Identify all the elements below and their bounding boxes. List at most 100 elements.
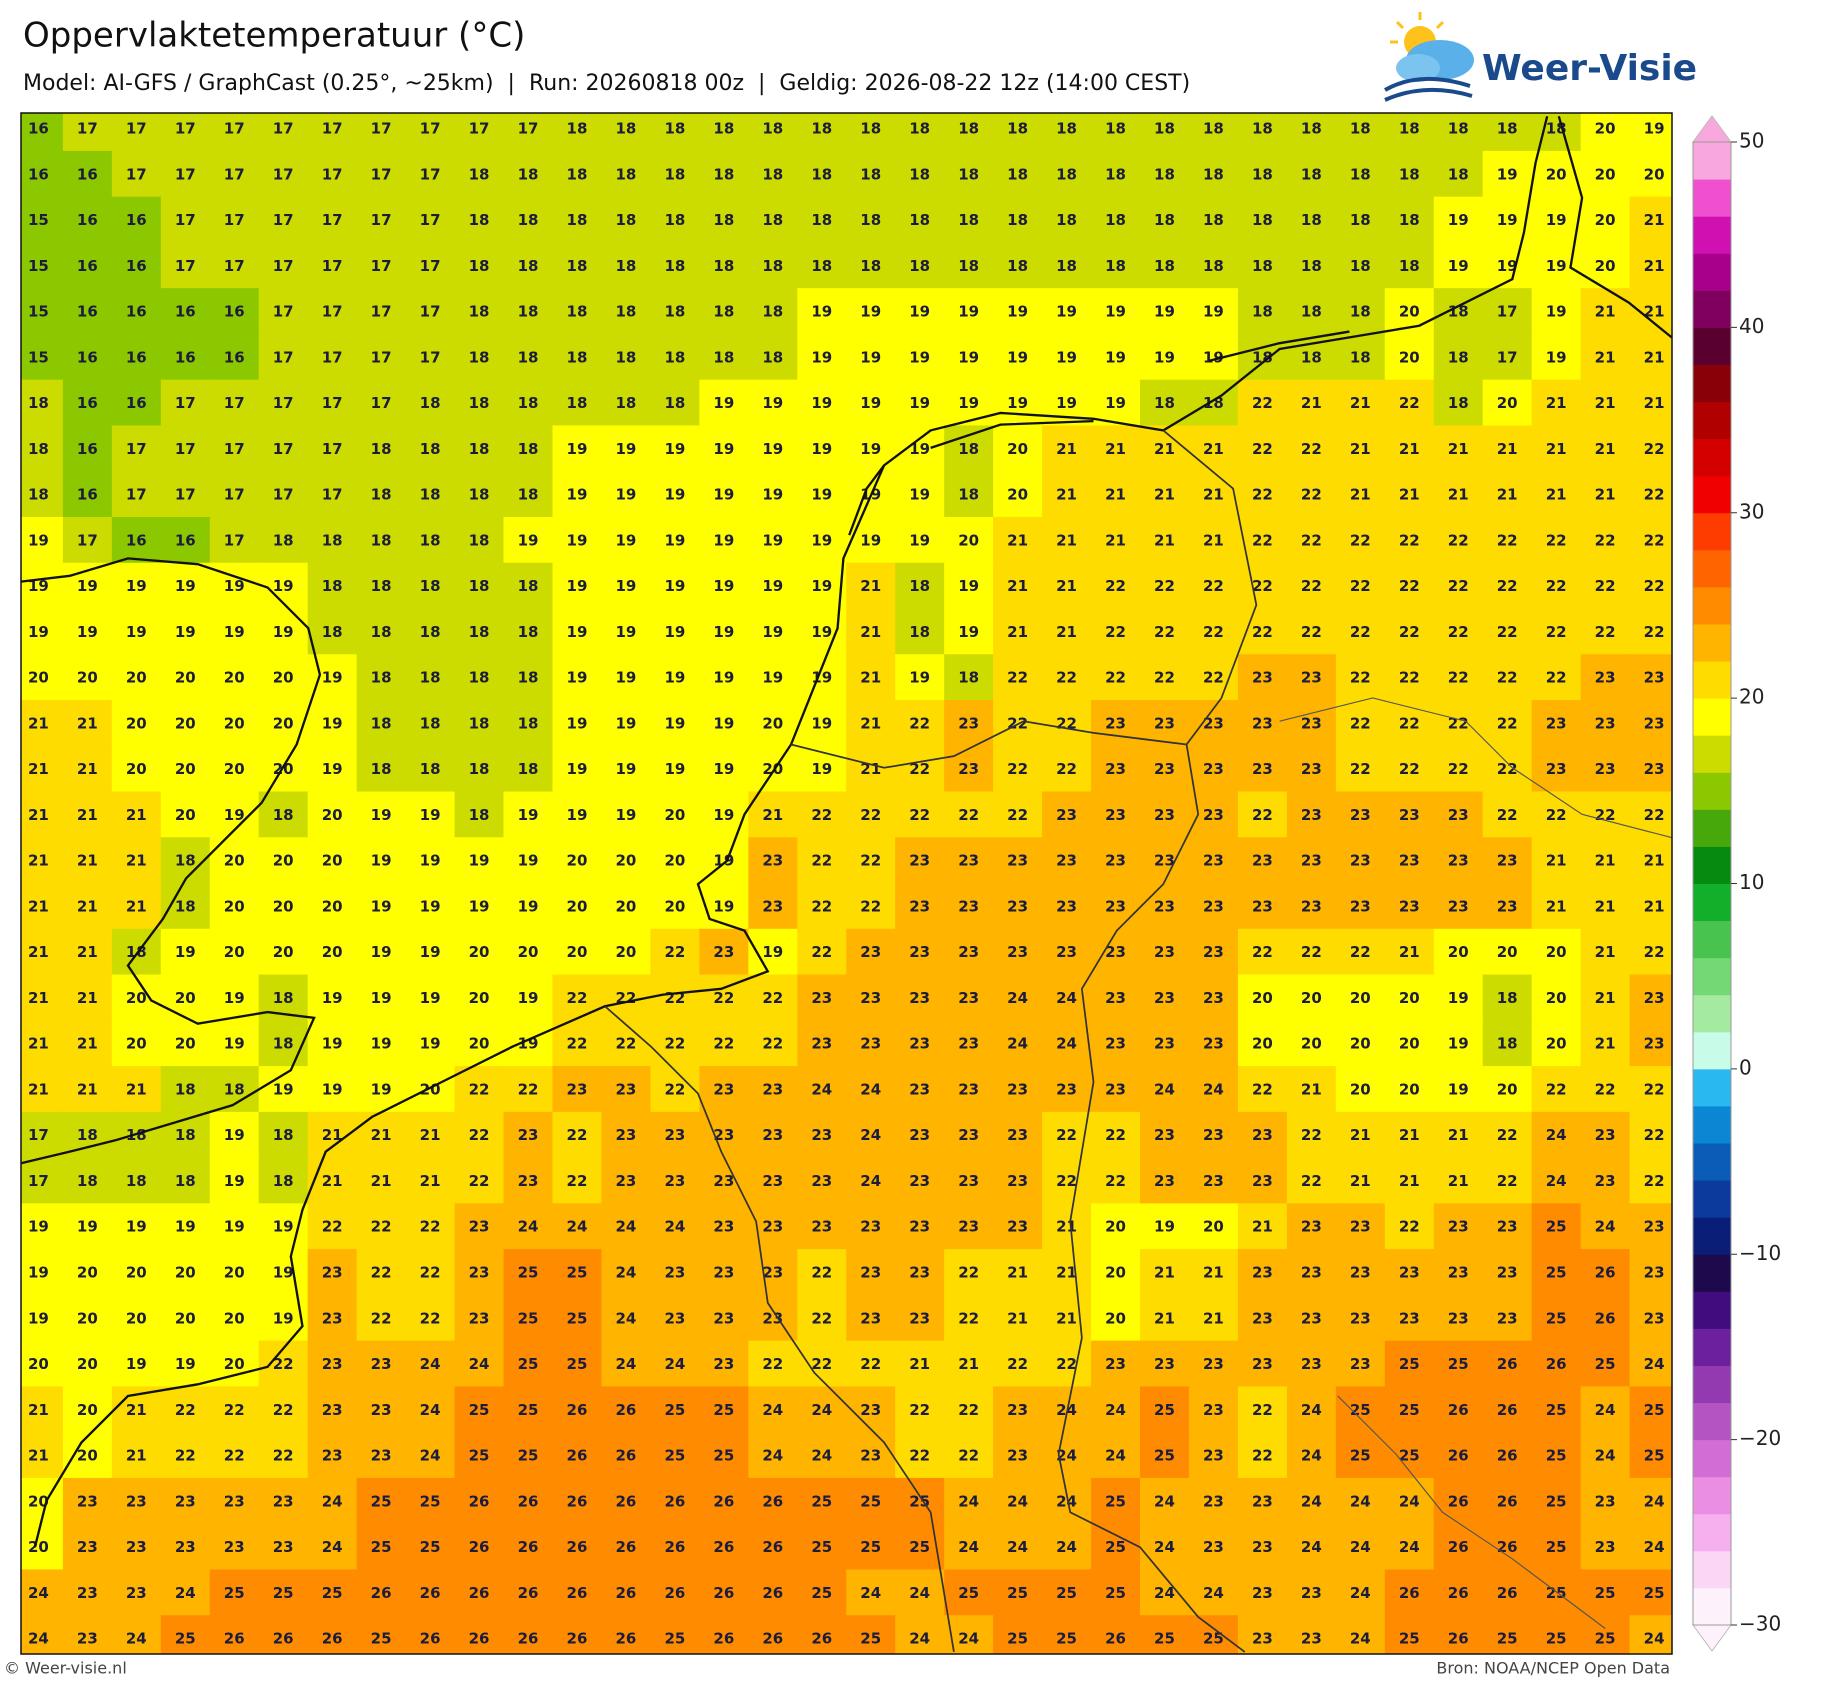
temperature-cell <box>1188 1249 1239 1296</box>
temperature-label: 17 <box>273 486 294 504</box>
temperature-cell <box>944 1386 994 1433</box>
temperature-label: 24 <box>1399 1538 1420 1556</box>
temperature-label: 18 <box>762 165 783 183</box>
temperature-label: 20 <box>224 1264 245 1282</box>
temperature-cell <box>1188 242 1239 289</box>
temperature-label: 15 <box>28 348 49 366</box>
temperature-label: 19 <box>615 806 636 824</box>
temperature-cell <box>552 928 603 976</box>
temperature-label: 19 <box>1105 394 1126 412</box>
temperature-cell <box>1580 1477 1631 1525</box>
temperature-cell <box>1580 1340 1631 1387</box>
temperature-cell <box>601 1203 651 1250</box>
temperature-label: 20 <box>126 1309 147 1327</box>
temperature-label: 23 <box>1595 760 1616 778</box>
temperature-cell <box>503 1066 554 1113</box>
temperature-label: 23 <box>1154 1035 1175 1053</box>
temperature-label: 25 <box>518 1309 539 1327</box>
temperature-cell <box>846 1203 896 1250</box>
temperature-label: 21 <box>371 1126 392 1144</box>
temperature-label: 25 <box>1399 1401 1420 1419</box>
temperature-cell <box>552 745 603 793</box>
temperature-cell <box>650 113 700 152</box>
temperature-cell <box>797 333 847 381</box>
temperature-cell <box>160 1477 211 1525</box>
temperature-cell <box>797 654 847 701</box>
temperature-label: 19 <box>1154 1218 1175 1236</box>
temperature-cell <box>1384 837 1435 884</box>
temperature-label: 23 <box>1301 1584 1322 1602</box>
colorbar-band <box>1693 1291 1731 1329</box>
temperature-label: 21 <box>371 1172 392 1190</box>
temperature-label: 24 <box>811 1080 832 1098</box>
temperature-label: 25 <box>1546 1264 1567 1282</box>
temperature-label: 18 <box>860 165 881 183</box>
temperature-cell <box>503 1157 554 1204</box>
temperature-label: 22 <box>1203 623 1224 641</box>
temperature-label: 19 <box>273 1218 294 1236</box>
temperature-cell <box>1482 883 1533 930</box>
temperature-cell <box>601 928 651 976</box>
temperature-label: 23 <box>1007 1172 1028 1190</box>
temperature-cell <box>1580 1432 1631 1479</box>
temperature-cell <box>797 1203 847 1250</box>
temperature-cell <box>209 1203 260 1250</box>
temperature-cell <box>258 196 309 243</box>
temperature-label: 19 <box>1448 1080 1469 1098</box>
temperature-label: 19 <box>615 669 636 687</box>
temperature-cell <box>454 928 505 976</box>
temperature-label: 24 <box>811 1447 832 1465</box>
temperature-label: 19 <box>713 714 734 732</box>
temperature-label: 21 <box>1007 1309 1028 1327</box>
temperature-cell <box>307 608 358 655</box>
temperature-label: 19 <box>909 669 930 687</box>
temperature-label: 18 <box>1399 211 1420 229</box>
temperature-label: 21 <box>1644 211 1665 229</box>
temperature-cell <box>1286 562 1337 610</box>
temperature-label: 18 <box>909 165 930 183</box>
temperature-cell <box>62 654 113 701</box>
temperature-cell <box>1091 113 1141 152</box>
temperature-cell <box>1237 113 1288 152</box>
temperature-cell <box>895 654 945 701</box>
temperature-label: 23 <box>1252 1264 1273 1282</box>
temperature-label: 18 <box>664 348 685 366</box>
temperature-label: 24 <box>1056 1492 1077 1510</box>
temperature-cell <box>1580 608 1631 655</box>
temperature-label: 18 <box>469 669 490 687</box>
temperature-cell <box>748 654 798 701</box>
temperature-label: 18 <box>713 348 734 366</box>
temperature-label: 22 <box>762 989 783 1007</box>
colorbar-band <box>1693 438 1731 477</box>
temperature-cell <box>258 1477 309 1525</box>
temperature-label: 24 <box>860 1126 881 1144</box>
temperature-cell <box>993 1615 1043 1654</box>
temperature-label: 17 <box>371 257 392 275</box>
temperature-label: 18 <box>1154 211 1175 229</box>
temperature-label: 21 <box>1007 531 1028 549</box>
temperature-label: 23 <box>1203 806 1224 824</box>
temperature-cell <box>1091 1020 1141 1067</box>
temperature-label: 23 <box>1399 852 1420 870</box>
temperature-cell <box>1580 928 1631 976</box>
temperature-label: 25 <box>420 1538 441 1556</box>
temperature-label: 22 <box>1350 669 1371 687</box>
temperature-label: 19 <box>371 1080 392 1098</box>
temperature-label: 20 <box>1497 1080 1518 1098</box>
temperature-cell <box>748 196 798 243</box>
temperature-label: 19 <box>420 943 441 961</box>
temperature-cell <box>1629 562 1672 610</box>
temperature-label: 18 <box>371 531 392 549</box>
temperature-cell <box>160 974 211 1021</box>
temperature-cell <box>552 196 603 243</box>
temperature-label: 26 <box>518 1584 539 1602</box>
temperature-label: 23 <box>1644 760 1665 778</box>
temperature-label: 25 <box>1546 1447 1567 1465</box>
temperature-cell <box>405 1432 456 1479</box>
temperature-cell <box>944 516 994 564</box>
temperature-cell <box>1531 974 1582 1021</box>
temperature-cell <box>1531 1203 1582 1250</box>
temperature-cell <box>797 745 847 793</box>
temperature-cell <box>797 1020 847 1067</box>
temperature-cell <box>62 1569 113 1616</box>
